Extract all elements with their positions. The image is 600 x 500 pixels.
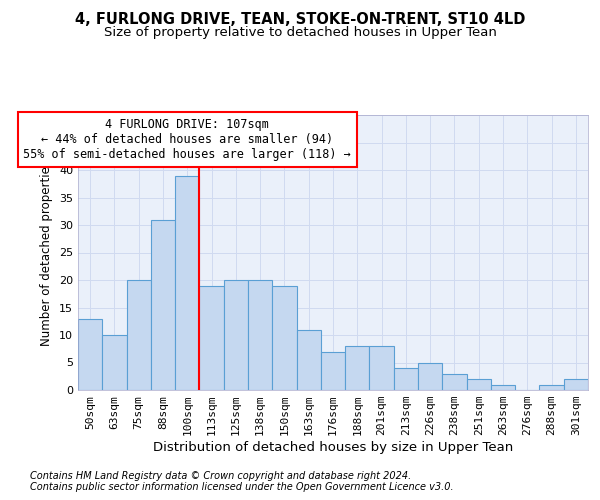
Bar: [224, 280, 248, 390]
Bar: [321, 352, 345, 390]
Bar: [370, 346, 394, 390]
Text: 4 FURLONG DRIVE: 107sqm
← 44% of detached houses are smaller (94)
55% of semi-de: 4 FURLONG DRIVE: 107sqm ← 44% of detache…: [23, 118, 351, 161]
Bar: [102, 335, 127, 390]
Bar: [175, 176, 199, 390]
Bar: [564, 379, 588, 390]
Bar: [394, 368, 418, 390]
Text: Contains public sector information licensed under the Open Government Licence v3: Contains public sector information licen…: [30, 482, 454, 492]
Bar: [539, 384, 564, 390]
Text: Size of property relative to detached houses in Upper Tean: Size of property relative to detached ho…: [104, 26, 496, 39]
Y-axis label: Number of detached properties: Number of detached properties: [40, 160, 53, 346]
Bar: [272, 286, 296, 390]
Bar: [127, 280, 151, 390]
Bar: [151, 220, 175, 390]
Text: Contains HM Land Registry data © Crown copyright and database right 2024.: Contains HM Land Registry data © Crown c…: [30, 471, 411, 481]
Bar: [296, 330, 321, 390]
Bar: [491, 384, 515, 390]
Bar: [78, 318, 102, 390]
Bar: [345, 346, 370, 390]
Text: 4, FURLONG DRIVE, TEAN, STOKE-ON-TRENT, ST10 4LD: 4, FURLONG DRIVE, TEAN, STOKE-ON-TRENT, …: [75, 12, 525, 28]
Bar: [442, 374, 467, 390]
Bar: [467, 379, 491, 390]
Bar: [199, 286, 224, 390]
Bar: [418, 362, 442, 390]
X-axis label: Distribution of detached houses by size in Upper Tean: Distribution of detached houses by size …: [153, 441, 513, 454]
Bar: [248, 280, 272, 390]
